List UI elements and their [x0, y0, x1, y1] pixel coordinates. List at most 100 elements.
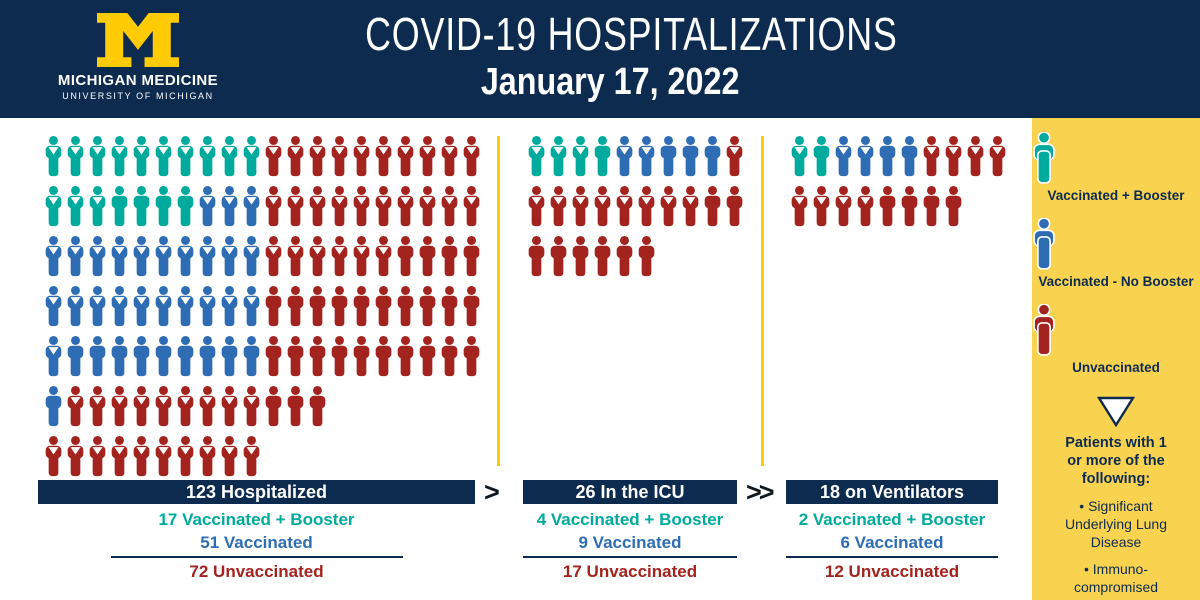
stat-vaccinated-booster: 2 Vaccinated + Booster [798, 510, 986, 529]
person-icon [199, 386, 216, 427]
person-icon [923, 186, 940, 227]
ventilators-bar: 18 on Ventilators [786, 480, 998, 504]
person-icon [177, 186, 194, 227]
person-icon [331, 236, 348, 277]
person-icon [463, 286, 480, 327]
person-icon [287, 386, 304, 427]
person-icon [67, 386, 84, 427]
stat-vaccinated-booster: 4 Vaccinated + Booster [536, 510, 724, 529]
person-icon [155, 136, 172, 177]
stat-vaccinated: 51 Vaccinated [200, 533, 313, 552]
person-icon [243, 436, 260, 477]
person-icon [441, 336, 458, 377]
person-icon [550, 236, 567, 277]
person-icon [441, 236, 458, 277]
person-icon [857, 186, 874, 227]
pictogram-row [790, 136, 1007, 177]
person-icon [594, 236, 611, 277]
person-icon [45, 436, 62, 477]
person-icon [375, 186, 392, 227]
legend-unvaccinated-icon [1032, 304, 1200, 356]
header: MICHIGAN MEDICINE UNIVERSITY OF MICHIGAN… [0, 0, 1200, 118]
person-icon [419, 136, 436, 177]
person-icon [638, 236, 655, 277]
arrow-greater: > [484, 476, 500, 507]
person-icon [45, 286, 62, 327]
page-title: COVID-19 HOSPITALIZATIONS [365, 8, 898, 60]
person-icon [857, 136, 874, 177]
person-icon [155, 286, 172, 327]
person-icon [441, 136, 458, 177]
stat-vaccinated: 9 Vaccinated [578, 533, 682, 552]
pictogram-row [44, 436, 261, 477]
divider-line-1 [497, 136, 500, 466]
hospitalized-bar: 123 Hospitalized [38, 480, 475, 504]
risk-heading: Patients with 1 or more of the following… [1065, 435, 1167, 487]
person-icon [463, 186, 480, 227]
person-icon [111, 136, 128, 177]
pictogram-row [527, 186, 744, 227]
person-icon [221, 386, 238, 427]
person-icon [463, 136, 480, 177]
person-icon [616, 136, 633, 177]
person-icon [221, 186, 238, 227]
stat-divider [786, 556, 998, 558]
person-icon [133, 386, 150, 427]
michigan-medicine-logo: MICHIGAN MEDICINE UNIVERSITY OF MICHIGAN [48, 10, 228, 101]
person-icon [879, 136, 896, 177]
pictogram-row [264, 186, 481, 227]
person-icon [89, 286, 106, 327]
person-icon [616, 186, 633, 227]
pictogram-row [44, 286, 261, 327]
page-subtitle: January 17, 2022 [480, 61, 740, 103]
legend-vaccinated-no-booster-icon [1032, 218, 1200, 270]
person-icon [45, 236, 62, 277]
stat-divider [523, 556, 737, 558]
person-icon [375, 236, 392, 277]
person-icon [309, 136, 326, 177]
person-icon [463, 236, 480, 277]
person-icon [967, 136, 984, 177]
person-icon [265, 136, 282, 177]
person-icon [199, 186, 216, 227]
person-icon [155, 386, 172, 427]
person-icon [1033, 218, 1055, 270]
hospitalized-pictogram-right [264, 136, 481, 436]
person-icon [199, 136, 216, 177]
person-icon [419, 336, 436, 377]
person-icon [287, 286, 304, 327]
pictogram-row [264, 336, 481, 377]
person-icon [375, 336, 392, 377]
person-icon [265, 336, 282, 377]
person-icon [89, 186, 106, 227]
person-icon [726, 186, 743, 227]
person-icon [419, 186, 436, 227]
hospitalized-pictogram-left [44, 136, 261, 486]
person-icon [67, 436, 84, 477]
person-icon [177, 286, 194, 327]
person-icon [111, 236, 128, 277]
person-icon [835, 136, 852, 177]
person-icon [155, 236, 172, 277]
person-icon [550, 136, 567, 177]
person-icon [45, 136, 62, 177]
icu-bar: 26 In the ICU [523, 480, 737, 504]
person-icon [441, 286, 458, 327]
person-icon [265, 186, 282, 227]
person-icon [901, 186, 918, 227]
stat-vaccinated: 6 Vaccinated [840, 533, 944, 552]
person-icon [1033, 304, 1055, 356]
person-icon [155, 186, 172, 227]
person-icon [463, 336, 480, 377]
person-icon [133, 186, 150, 227]
icu-stats: 4 Vaccinated + Booster 9 Vaccinated 17 U… [523, 508, 737, 583]
legend-vaccinated-booster-icon [1032, 132, 1200, 184]
person-icon [726, 136, 743, 177]
legend-panel: Vaccinated + Booster Vaccinated - No Boo… [1032, 118, 1200, 600]
person-icon [199, 236, 216, 277]
person-icon [397, 186, 414, 227]
hospitalized-stats: 17 Vaccinated + Booster 51 Vaccinated 72… [38, 508, 475, 583]
person-icon [243, 186, 260, 227]
person-icon [111, 386, 128, 427]
person-icon [265, 236, 282, 277]
